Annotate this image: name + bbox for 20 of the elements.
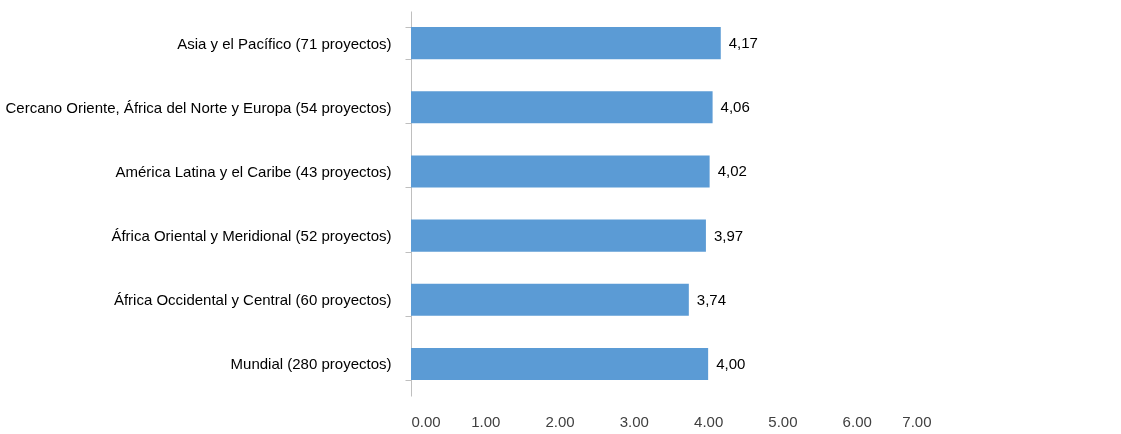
data-label: 4,17: [728, 34, 758, 52]
y-tick-label: Cercano Oriente, África del Norte y Europa (54 proyectos): [5, 98, 392, 116]
x-tick-label: 2.00: [545, 412, 575, 430]
y-tick-label: América Latina y el Caribe (43 proyectos): [115, 162, 392, 180]
y-tick-label: Asia y el Pacífico (71 proyectos): [177, 34, 392, 52]
x-tick-label: 3.00: [619, 412, 649, 430]
data-label: 4,06: [720, 98, 750, 116]
x-tick-label: 1.00: [471, 412, 501, 430]
y-tick-label: Mundial (280 proyectos): [230, 355, 392, 373]
data-label: 3,74: [696, 290, 727, 308]
x-tick-label: 0.00: [411, 412, 441, 430]
data-label: 4,02: [717, 162, 747, 180]
y-tick-label: África Oriental y Meridional (52 proyectos): [111, 227, 392, 245]
x-tick-label: 6.00: [842, 412, 872, 430]
y-tick-label: África Occidental y Central (60 proyectos): [113, 291, 392, 309]
x-tick-label: 5.00: [768, 412, 798, 430]
data-label: 4,00: [716, 354, 746, 372]
x-tick-label: 4.00: [694, 412, 724, 430]
x-tick-label: 7.00: [902, 412, 932, 430]
data-label: 3,97: [713, 226, 744, 244]
